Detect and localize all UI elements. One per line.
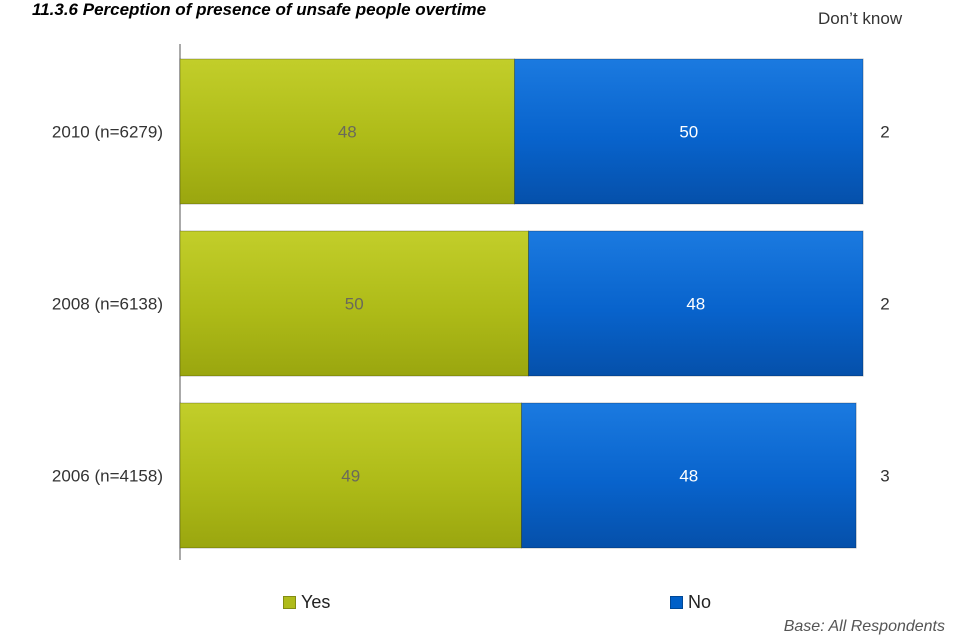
legend-item-yes: Yes bbox=[283, 592, 330, 613]
data-label-yes: 48 bbox=[338, 123, 357, 142]
legend-item-no: No bbox=[670, 592, 711, 613]
data-label-no: 50 bbox=[679, 123, 698, 142]
category-label: 2008 (n=6138) bbox=[52, 295, 163, 314]
dont-know-value: 2 bbox=[880, 295, 889, 314]
category-label: 2006 (n=4158) bbox=[52, 467, 163, 486]
legend-label-yes: Yes bbox=[301, 592, 331, 612]
bar-no-segment bbox=[514, 58, 864, 205]
bar-no-segment bbox=[528, 230, 864, 377]
bar-no-segment bbox=[521, 402, 857, 549]
data-label-no: 48 bbox=[679, 467, 698, 486]
bar-yes-segment bbox=[179, 58, 516, 205]
data-label-yes: 50 bbox=[345, 295, 364, 314]
legend: Yes No bbox=[0, 592, 957, 616]
data-label-yes: 49 bbox=[341, 467, 360, 486]
stacked-bar-chart: 2010 (n=6279) 48 50 2 2008 (n=6138) 50 48 2 2006… bbox=[52, 44, 890, 560]
category-label: 2010 (n=6279) bbox=[52, 123, 163, 142]
chart-title: 11.3.6 Perception of presence of unsafe … bbox=[32, 0, 487, 19]
data-label-no: 48 bbox=[686, 295, 705, 314]
legend-swatch-yes bbox=[283, 596, 296, 609]
dont-know-value: 2 bbox=[880, 123, 889, 142]
dont-know-header: Don’t know bbox=[818, 9, 903, 28]
base-note: Base: All Respondents bbox=[783, 618, 945, 635]
legend-label-no: No bbox=[688, 592, 712, 612]
dont-know-value: 3 bbox=[880, 467, 889, 486]
bar-yes-segment bbox=[179, 230, 529, 377]
legend-swatch-no bbox=[670, 596, 683, 609]
bar-yes-segment bbox=[179, 402, 523, 549]
